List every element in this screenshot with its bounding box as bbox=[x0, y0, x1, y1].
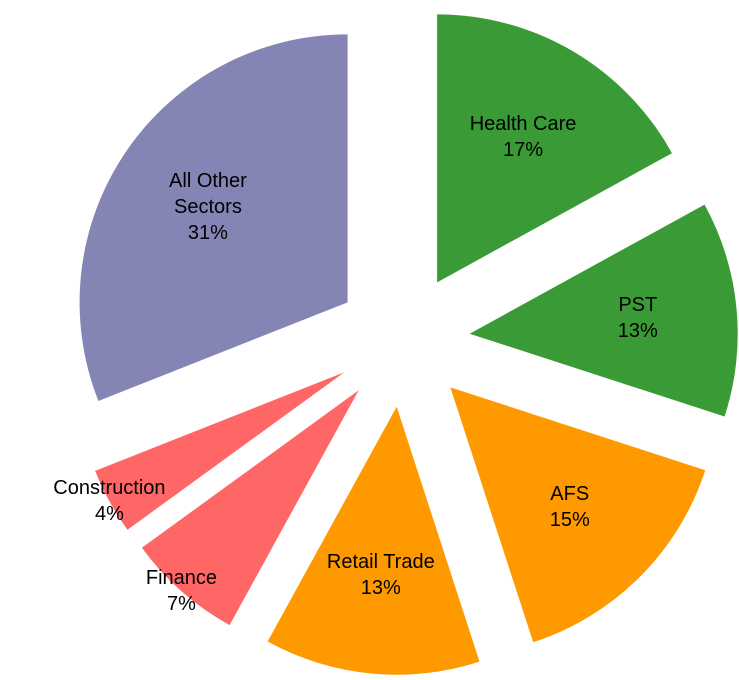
pie-slice bbox=[450, 387, 706, 643]
slice-label: All Other Sectors 31% bbox=[143, 168, 273, 246]
pie-slice bbox=[437, 14, 672, 283]
slice-name: Finance bbox=[145, 567, 218, 590]
slice-name: All Other Sectors bbox=[169, 170, 247, 219]
slice-name: PST bbox=[618, 293, 658, 316]
slice-name: Construction bbox=[53, 477, 166, 500]
pie-slice bbox=[469, 204, 738, 417]
slice-name: AFS bbox=[550, 482, 590, 505]
slice-value: 31% bbox=[187, 222, 228, 245]
pie-slice bbox=[267, 406, 480, 675]
slice-value: 7% bbox=[167, 593, 196, 616]
slice-label: Construction 4% bbox=[53, 475, 165, 527]
slice-label: Retail Trade 13% bbox=[327, 549, 435, 601]
slice-label: AFS 15% bbox=[550, 481, 590, 533]
slice-value: 4% bbox=[94, 503, 124, 526]
slice-label: Health Care 17% bbox=[470, 111, 577, 163]
slice-name: Health Care bbox=[469, 113, 577, 135]
pie-slice bbox=[79, 34, 348, 401]
slice-value: 13% bbox=[617, 319, 658, 342]
slice-label: PST 13% bbox=[618, 292, 658, 344]
slice-name: Retail Trade bbox=[326, 550, 435, 573]
slice-label: Finance 7% bbox=[146, 565, 217, 617]
pie-slice bbox=[141, 390, 359, 626]
slice-value: 17% bbox=[503, 139, 544, 161]
slice-value: 15% bbox=[549, 508, 590, 531]
pie-slice bbox=[95, 372, 345, 530]
slice-value: 13% bbox=[360, 576, 401, 599]
